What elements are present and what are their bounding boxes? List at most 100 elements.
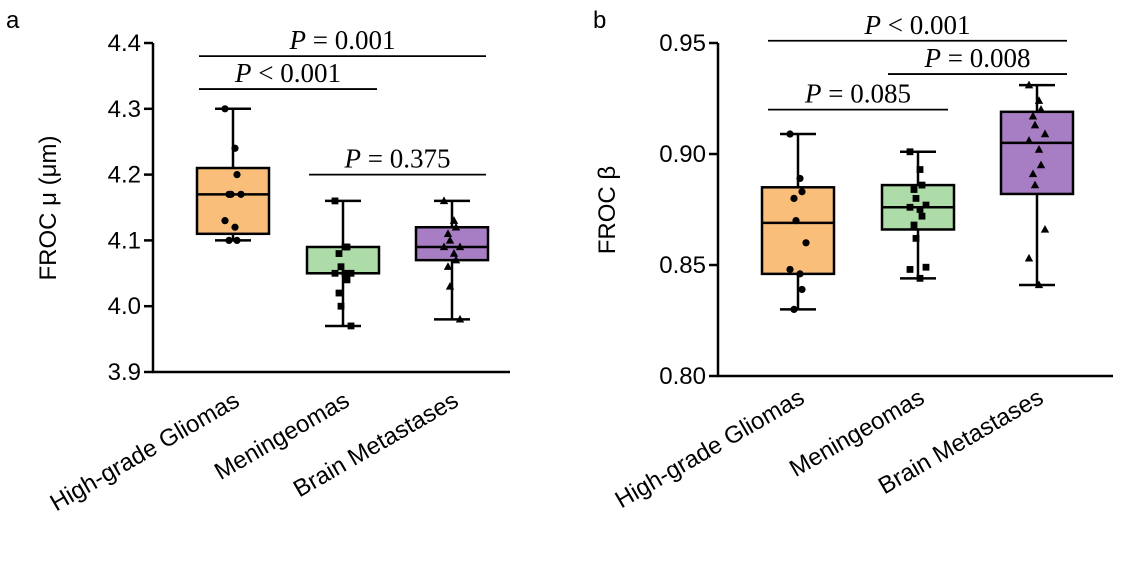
data-point [1036,160,1046,169]
panel-b-p-value: P = 0.085 [804,79,911,109]
panel-a-y-tick-label: 4.2 [108,162,141,189]
data-point [1040,224,1050,233]
data-point [237,190,245,198]
panel-a-p-value: P = 0.375 [344,144,451,174]
data-point [221,105,229,113]
data-point [439,196,449,205]
data-point [786,130,794,138]
data-point [912,195,920,202]
data-point [786,265,794,274]
panel-b-box-3 [999,80,1075,289]
data-point [790,194,798,202]
panel-a-p-value: P < 0.001 [234,58,341,88]
panel-b-y-tick-label: 0.80 [659,363,706,390]
panel-a-y-tick-label: 4.0 [108,293,141,320]
panel-b-label: b [593,7,606,34]
data-point [1024,80,1034,89]
panel-a-label: a [6,7,20,34]
data-point [1024,136,1034,144]
data-point [451,255,461,264]
data-point [233,171,241,179]
data-point [1028,169,1038,178]
data-point [449,216,459,224]
data-point [233,236,241,244]
data-point [790,305,798,313]
data-point [455,314,465,323]
data-point [910,221,918,229]
data-point [796,174,804,183]
data-point [1024,253,1034,262]
data-point [347,322,355,330]
data-point [906,266,914,273]
data-point [443,262,453,270]
data-point [331,197,339,205]
data-point [1034,145,1044,153]
data-point [802,239,810,247]
data-point [1034,96,1044,104]
panel-a-box-1 [195,105,271,244]
data-point [1040,129,1050,138]
data-point [918,212,926,220]
data-point [335,250,343,257]
panel-b-p-value: P < 0.001 [864,10,971,40]
iqr-box [195,166,271,236]
iqr-box [999,110,1075,196]
data-point [910,186,918,193]
data-point [1028,111,1038,120]
data-point [916,166,924,173]
panel-a-y-tick-label: 4.1 [108,227,141,254]
data-point [343,276,351,284]
data-point [337,302,345,310]
panel-b-y-tick-label: 0.90 [659,141,706,168]
data-point [918,181,926,189]
data-point [455,242,465,251]
panel-a-y-tick-label: 4.3 [108,96,141,123]
data-point [439,242,449,251]
data-point [922,201,930,209]
data-point [227,190,235,198]
data-point [1034,280,1044,289]
panel-a-y-tick-label: 3.9 [108,359,141,386]
data-point [341,269,349,277]
panel-b-category-label: High-grade Gliomas [611,384,809,514]
panel-b-box-2 [880,148,956,282]
data-point [445,235,455,244]
panel-a-y-ticks: 3.9 4.0 4.1 4.2 4.3 4.4 [108,30,153,386]
data-point [906,203,914,211]
data-point [1036,105,1046,113]
panel-a-y-axis-label: FROC μ (μm) [35,136,62,281]
data-point [916,274,924,282]
panel-b-y-axis-label: FROC β [594,166,621,254]
panel-a-category-label: High-grade Gliomas [46,387,244,517]
panel-b-y-tick-label: 0.85 [659,252,706,279]
panel-b-y-tick-label: 0.95 [659,30,706,57]
data-point [347,269,355,277]
data-point [221,217,229,225]
data-point [231,144,239,152]
data-point [1030,180,1040,189]
data-point [922,263,930,271]
panel-a: a FROC μ (μm) 3.9 4.0 4.1 4.2 4.3 4.4 P = 0.0… [6,7,510,517]
data-point [1030,120,1040,129]
data-point [225,236,233,244]
panel-a-box-2 [305,197,381,330]
data-point [443,229,453,238]
data-point [451,222,461,231]
data-point [231,223,239,231]
data-point [449,249,459,257]
panel-a-boxes [195,105,490,330]
iqr-box [760,186,836,276]
panel-b-box-1 [760,130,836,313]
data-point [343,243,351,251]
data-point [335,289,343,297]
panel-b-boxes [760,80,1075,313]
data-point [798,188,806,196]
data-point [916,206,924,213]
panel-a-p-value: P = 0.001 [289,25,396,55]
panel-b-y-ticks: 0.80 0.85 0.90 0.95 [659,30,718,390]
data-point [906,148,914,156]
